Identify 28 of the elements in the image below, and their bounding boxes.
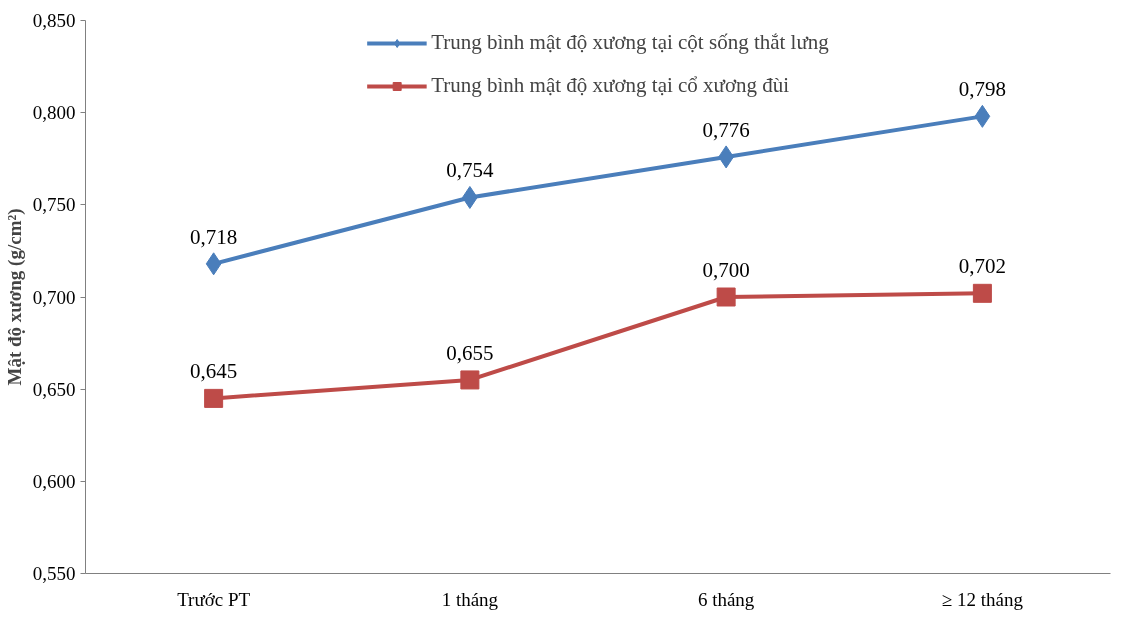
- point: [460, 370, 480, 390]
- data-label: 0,702: [958, 254, 1006, 279]
- point: [204, 388, 224, 408]
- y-tick-label: 0,850: [32, 10, 76, 31]
- point: [205, 252, 222, 276]
- point: [716, 287, 736, 307]
- point: [972, 283, 992, 303]
- y-tick-label: 0,750: [32, 194, 76, 216]
- x-tick-label: Trước PT: [177, 588, 251, 610]
- data-label: 0,754: [446, 158, 494, 183]
- data-label: 0,776: [702, 117, 750, 142]
- y-tick-label: 0,550: [32, 563, 76, 584]
- data-label: 0,655: [446, 340, 494, 365]
- data-label: 0,645: [190, 359, 238, 384]
- y-tick-label: 0,650: [32, 378, 76, 400]
- data-label: 0,798: [958, 77, 1006, 102]
- y-tick-label: 0,800: [32, 102, 76, 124]
- y-tick-label: 0,600: [32, 470, 76, 492]
- legend-label: Trung bình mật độ xương tại cột sống thắt lưng: [431, 30, 829, 55]
- x-tick-label: ≥ 12 tháng: [941, 588, 1024, 610]
- data-label: 0,700: [702, 258, 750, 282]
- x-tick-label: 1 tháng: [441, 588, 499, 610]
- x-tick-label: 6 tháng: [697, 588, 755, 610]
- data-label: 0,718: [190, 224, 238, 249]
- legend-label: Trung bình mật độ xương tại cổ xương đùi: [431, 73, 790, 98]
- y-tick-label: 0,700: [32, 286, 76, 308]
- y-axis-title: Mật độ xương (g/cm²): [3, 208, 26, 386]
- point: [974, 104, 991, 128]
